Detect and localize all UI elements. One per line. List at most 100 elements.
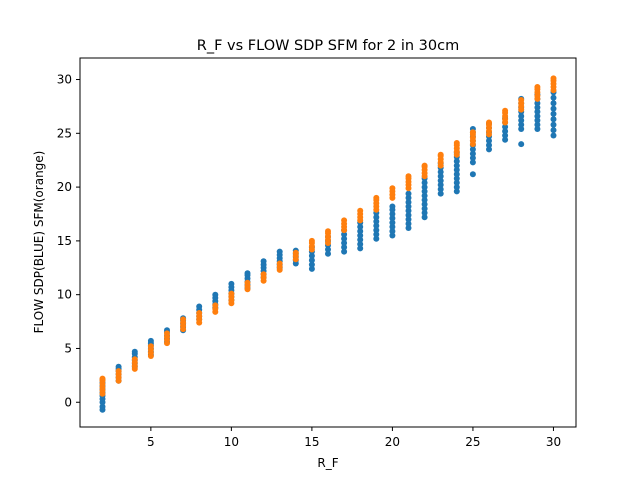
data-point-0-94 — [357, 245, 364, 252]
plot-area — [99, 75, 557, 413]
data-point-0-130 — [421, 192, 428, 199]
data-point-0-53 — [228, 280, 235, 287]
data-point-0-108 — [389, 232, 396, 239]
data-point-1-104 — [486, 119, 492, 126]
data-point-0-189 — [534, 108, 541, 115]
data-point-0-156 — [469, 150, 476, 157]
data-point-0-128 — [421, 201, 428, 208]
data-point-0-15 — [115, 363, 122, 370]
data-point-0-149 — [453, 162, 460, 169]
data-point-0-150 — [453, 158, 460, 165]
data-point-0-190 — [534, 104, 541, 111]
x-tick-label: 30 — [546, 435, 561, 449]
data-point-1-70 — [373, 194, 380, 201]
data-point-0-172 — [502, 128, 509, 135]
data-point-0-197 — [550, 116, 557, 123]
data-point-1-48 — [292, 249, 299, 256]
data-point-0-132 — [421, 184, 428, 191]
data-point-0-117 — [405, 220, 412, 227]
x-tick-label: 25 — [465, 435, 480, 449]
data-point-0-77 — [308, 265, 315, 272]
data-point-1-89 — [437, 151, 444, 158]
data-point-0-199 — [550, 105, 557, 112]
data-point-0-120 — [405, 207, 412, 214]
data-point-0-163 — [486, 146, 492, 153]
data-point-0-97 — [357, 232, 364, 239]
y-tick-label: 15 — [57, 234, 72, 248]
data-point-0-171 — [502, 132, 509, 139]
data-point-0-27 — [147, 337, 154, 344]
data-point-0-21 — [131, 348, 138, 355]
data-point-0-79 — [308, 257, 315, 264]
y-tick-label: 20 — [57, 180, 72, 194]
data-point-1-17 — [147, 343, 154, 350]
data-point-0-144 — [453, 184, 460, 191]
x-tick-label: 20 — [385, 435, 400, 449]
x-tick-label: 5 — [147, 435, 155, 449]
data-point-0-185 — [534, 126, 541, 132]
data-point-0-140 — [437, 169, 444, 175]
data-point-0-118 — [405, 216, 412, 223]
data-point-0-147 — [453, 171, 460, 178]
data-point-0-198 — [550, 110, 557, 117]
data-point-0-148 — [453, 166, 460, 173]
data-point-1-45 — [276, 260, 283, 267]
data-point-0-191 — [534, 100, 541, 107]
data-point-0-165 — [486, 137, 492, 144]
data-point-0-136 — [437, 186, 444, 193]
data-point-1-13 — [131, 356, 138, 363]
data-point-0-112 — [389, 215, 396, 222]
data-point-0-196 — [550, 121, 557, 128]
data-point-0-80 — [308, 252, 315, 259]
data-point-1-52 — [308, 237, 315, 244]
data-point-1-5 — [99, 375, 106, 382]
data-point-0-146 — [453, 175, 460, 182]
data-point-0-96 — [357, 236, 364, 243]
y-tick-label: 0 — [64, 395, 72, 409]
data-point-0-186 — [534, 121, 541, 128]
data-point-0-83 — [325, 250, 331, 257]
data-point-1-42 — [260, 271, 267, 278]
data-point-0-121 — [405, 203, 412, 210]
data-point-1-84 — [421, 162, 428, 169]
data-point-0-178 — [518, 121, 525, 128]
data-point-0-91 — [341, 235, 348, 242]
data-point-0-119 — [405, 212, 412, 219]
data-point-1-61 — [341, 217, 348, 224]
y-tick-label: 25 — [57, 126, 72, 140]
data-point-0-115 — [389, 203, 396, 210]
data-point-0-179 — [518, 117, 525, 124]
data-point-0-135 — [437, 190, 444, 197]
y-axis-label: FLOW SDP(BLUE) SFM(orange) — [32, 151, 46, 334]
data-point-0-200 — [550, 100, 557, 107]
y-tick-label: 30 — [57, 73, 72, 87]
data-point-0-127 — [421, 205, 428, 212]
data-point-1-123 — [550, 75, 557, 82]
data-point-0-155 — [469, 155, 476, 161]
data-point-0-137 — [437, 181, 444, 188]
data-point-1-57 — [325, 228, 331, 235]
data-point-1-29 — [196, 310, 203, 316]
series-1 — [99, 75, 557, 397]
data-point-1-99 — [469, 129, 476, 136]
data-point-0-95 — [357, 241, 364, 248]
data-point-1-9 — [115, 368, 122, 375]
data-point-0-106 — [373, 214, 380, 221]
data-point-0-105 — [373, 218, 380, 225]
data-point-0-154 — [469, 159, 476, 166]
x-tick-label: 15 — [304, 435, 319, 449]
data-point-0-195 — [550, 127, 557, 134]
data-point-0-65 — [260, 258, 267, 265]
data-point-0-102 — [373, 231, 380, 238]
data-point-0-92 — [341, 231, 348, 238]
data-point-0-177 — [518, 126, 525, 132]
data-point-0-59 — [244, 270, 251, 277]
data-point-0-47 — [212, 291, 219, 298]
data-point-0-157 — [469, 146, 476, 153]
data-point-0-89 — [341, 244, 348, 251]
y-tick-label: 5 — [64, 341, 72, 355]
data-point-0-122 — [405, 199, 412, 206]
data-point-0-138 — [437, 177, 444, 184]
x-axis-label: R_F — [317, 456, 338, 470]
